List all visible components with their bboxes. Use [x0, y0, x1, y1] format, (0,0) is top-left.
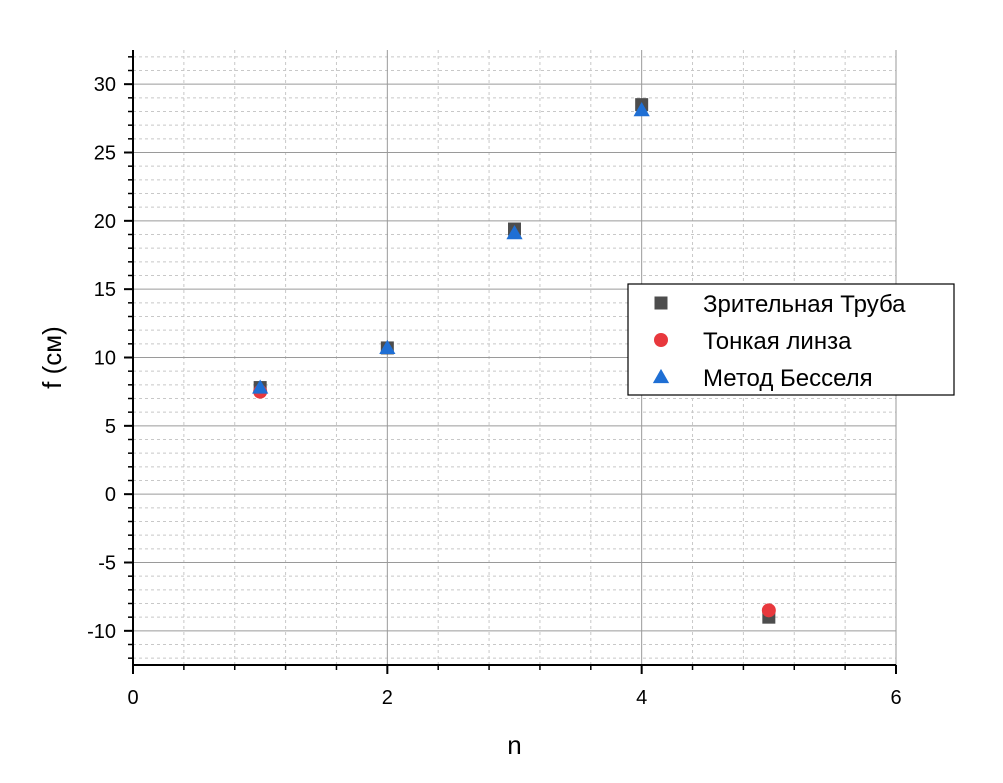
- legend-label: Тонкая линза: [703, 328, 852, 355]
- legend-item: Метод Бесселя: [652, 365, 873, 392]
- legend-marker: [654, 333, 668, 347]
- triangle-marker: [633, 102, 650, 117]
- legend-marker: [652, 368, 670, 384]
- circle-marker: [761, 603, 776, 618]
- legend-label: Зрительная Труба: [703, 291, 906, 318]
- tick-labels: 0 2 4 6 -10 -5 0 5 10 15 20 25 30: [87, 74, 901, 709]
- triangle-marker: [506, 225, 523, 240]
- legend-label: Метод Бесселя: [703, 365, 873, 392]
- legend: Зрительная Труба Тонкая линза Метод Бесс…: [627, 283, 955, 396]
- data-points: [252, 98, 776, 624]
- triangle-marker: [252, 379, 269, 394]
- y-tick-label: 5: [105, 416, 116, 438]
- y-tick-label: 25: [94, 143, 116, 165]
- legend-box: [627, 283, 955, 396]
- legend-item: Тонкая линза: [654, 328, 852, 355]
- y-tick-label: 0: [105, 484, 116, 506]
- x-tick-label: 2: [382, 687, 393, 709]
- y-tick-label: -5: [98, 553, 116, 575]
- x-axis-title: n: [507, 730, 521, 760]
- y-tick-label: 30: [94, 74, 116, 96]
- legend-item: Зрительная Труба: [654, 291, 906, 318]
- legend-marker: [654, 296, 668, 310]
- y-axis-title: f (см): [37, 326, 67, 389]
- square-marker: [654, 296, 668, 310]
- y-tick-label: 10: [94, 348, 116, 370]
- triangle-marker: [379, 339, 396, 355]
- x-tick-label: 4: [636, 687, 647, 709]
- x-tick-label: 6: [890, 687, 901, 709]
- triangle-marker: [652, 368, 670, 384]
- y-tick-label: 15: [94, 279, 116, 301]
- circle-marker: [654, 333, 668, 347]
- axis-ticks: [124, 56, 897, 674]
- x-tick-label: 0: [127, 687, 138, 709]
- y-tick-label: 20: [94, 211, 116, 233]
- y-tick-label: -10: [87, 621, 116, 643]
